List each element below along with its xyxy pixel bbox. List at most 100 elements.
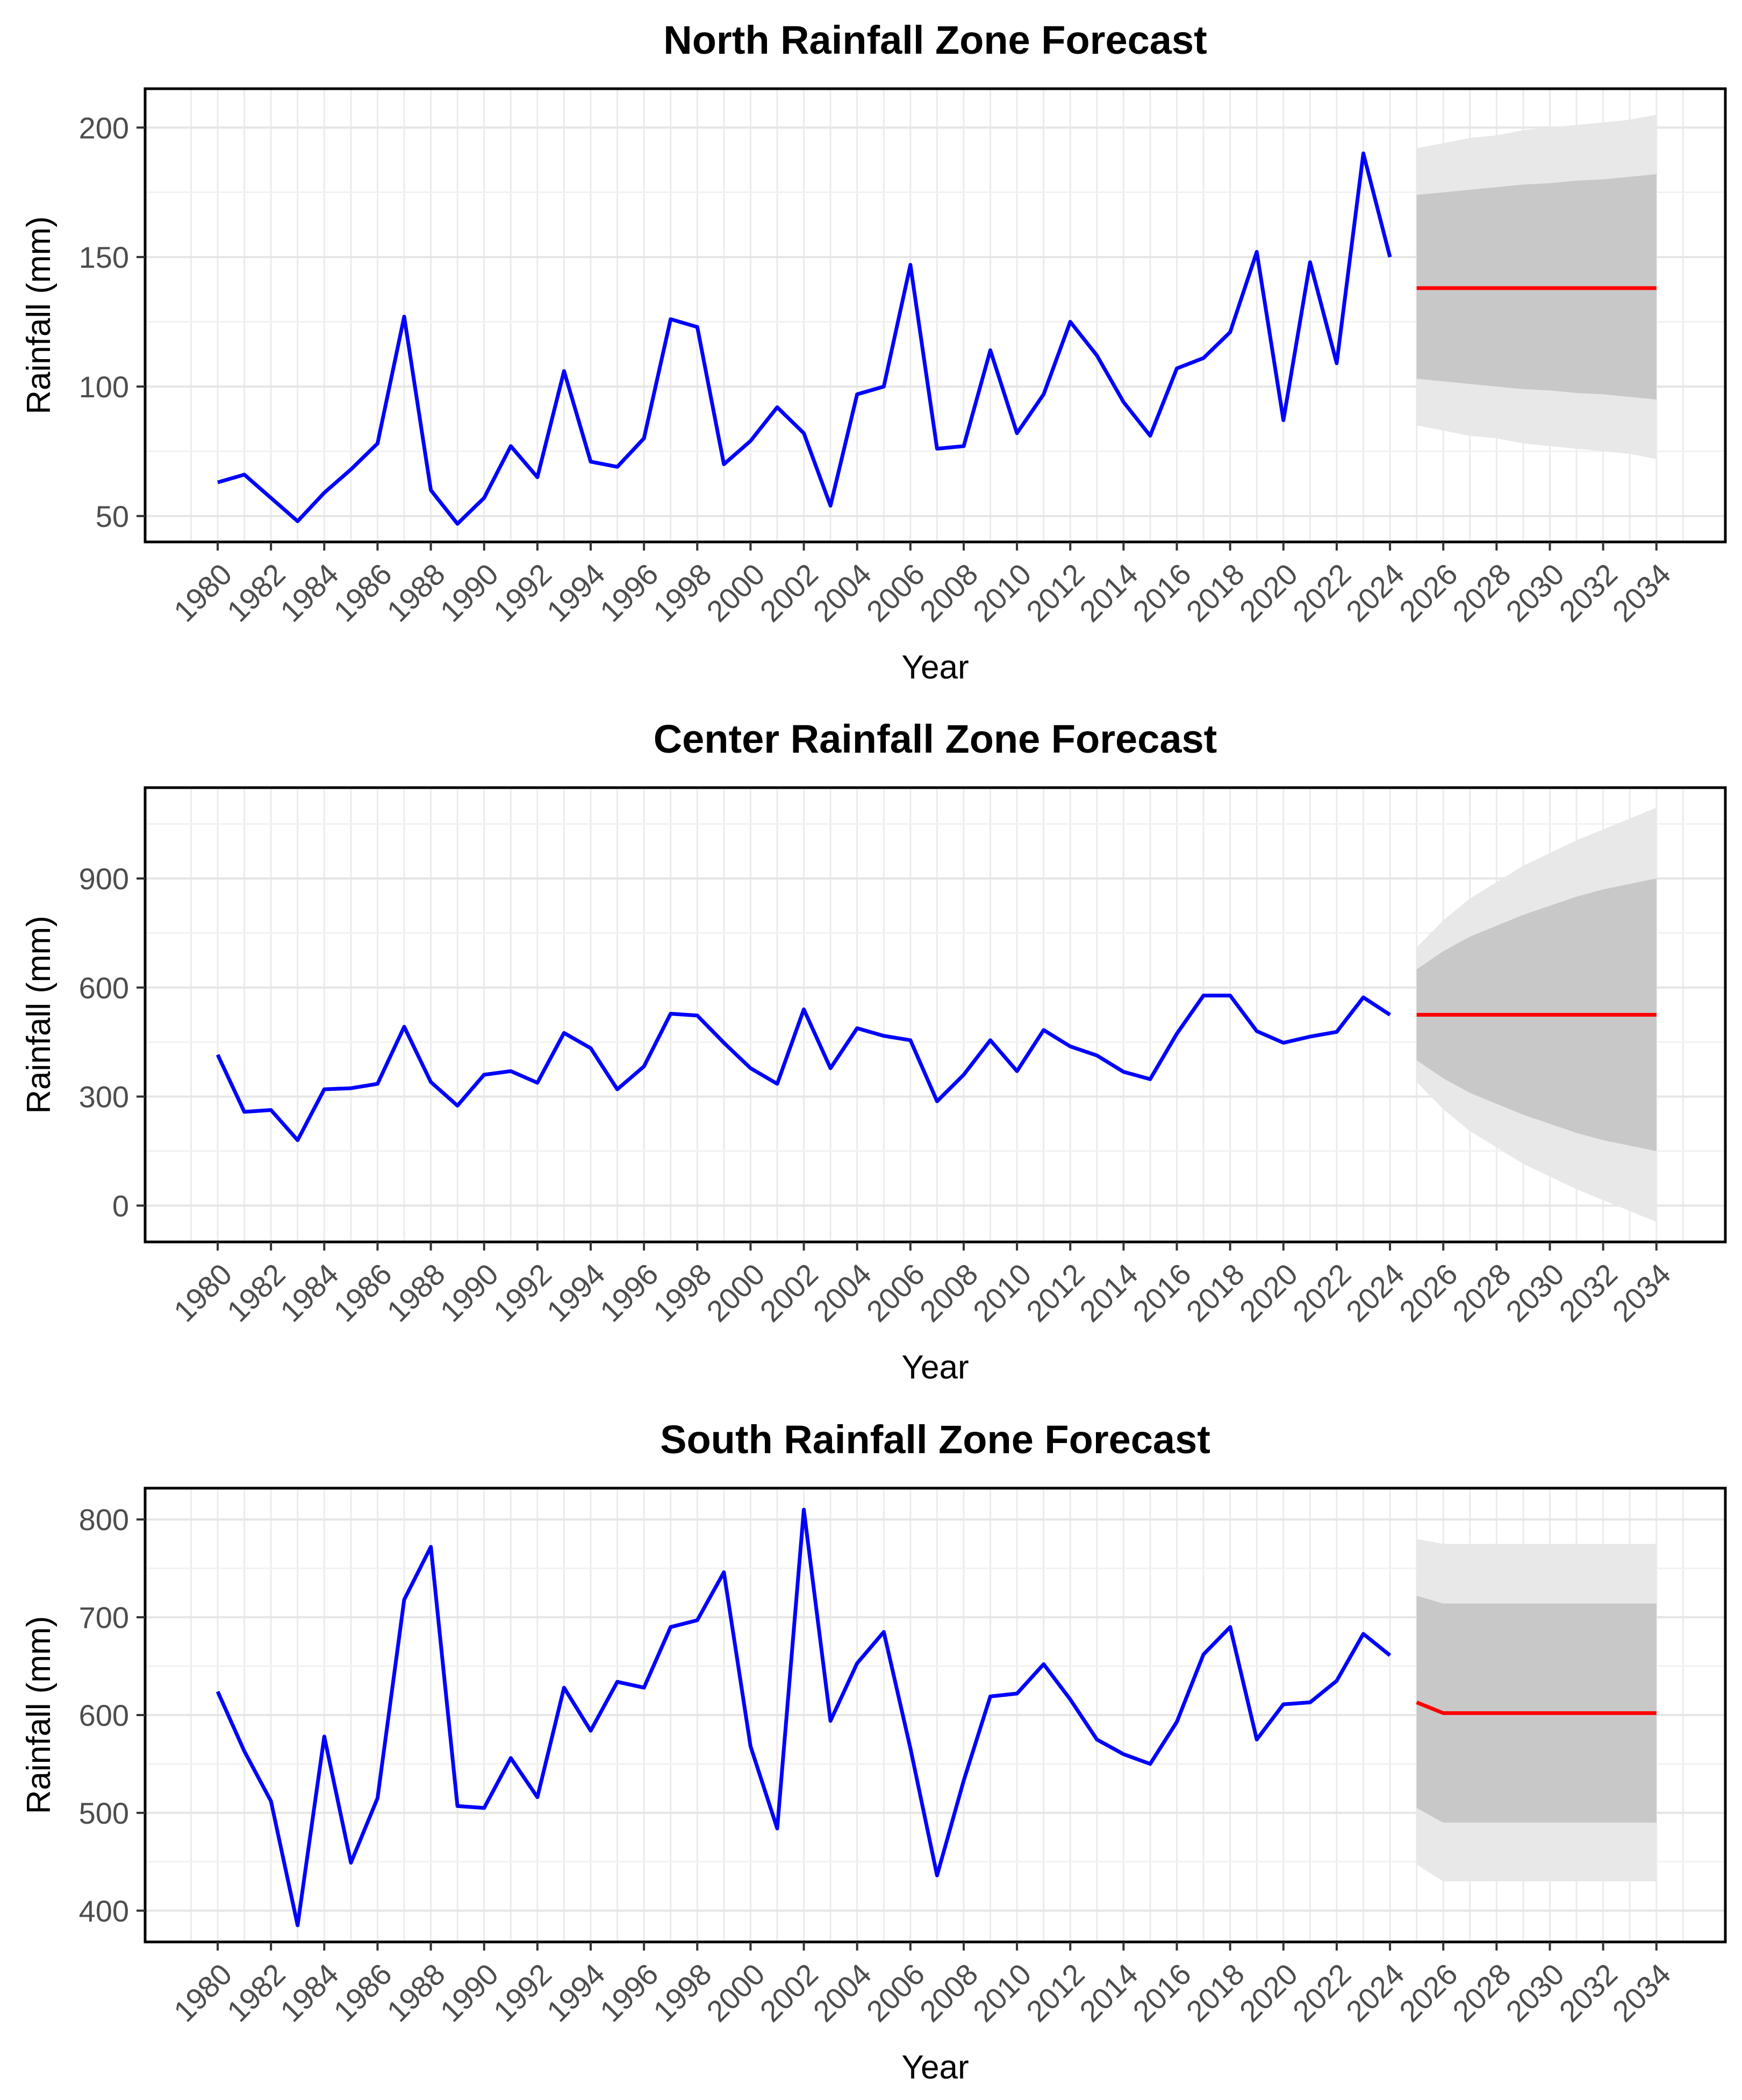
x-tick-label: 2022 [1286, 557, 1358, 628]
x-tick-label: 2012 [1020, 557, 1091, 628]
x-tick-label: 2034 [1606, 1257, 1678, 1328]
x-tick-label: 2030 [1499, 557, 1571, 628]
x-tick-label: 2018 [1180, 1257, 1251, 1328]
x-tick-label: 2006 [860, 1257, 931, 1328]
chart-panel-3: South Rainfall Zone Forecast 400 500 600 700… [20, 1417, 1727, 2086]
plot-content [216, 1508, 1657, 1927]
x-tick-label: 1986 [327, 1257, 398, 1328]
x-tick-label: 2000 [700, 1957, 771, 2028]
x-tick-label: 2028 [1446, 557, 1517, 628]
x-tick-label: 2018 [1180, 1957, 1251, 2028]
panel-border [144, 786, 1727, 1244]
x-tick-label: 1994 [540, 557, 612, 628]
x-tick-label: 2026 [1393, 1957, 1464, 2028]
x-tick-label: 2010 [966, 557, 1038, 628]
y-tick-label: 50 [96, 499, 129, 533]
y-tick-label: 900 [79, 862, 129, 896]
x-tick-label: 2030 [1499, 1957, 1571, 2028]
x-tick-label: 2020 [1233, 1957, 1304, 2028]
x-tick-label: 2026 [1393, 1257, 1464, 1328]
x-tick-label: 2014 [1073, 1257, 1144, 1328]
y-axis-title: Rainfall (mm) [20, 1616, 58, 1815]
x-tick-label: 2012 [1020, 1957, 1091, 2028]
x-tick-label: 1996 [593, 557, 665, 628]
x-tick-label: 2002 [753, 1257, 825, 1328]
x-tick-label: 1990 [434, 1957, 505, 2028]
x-tick-label: 2028 [1446, 1957, 1517, 2028]
observed-series-line [216, 1508, 1392, 1927]
y-axis-title: Rainfall (mm) [20, 216, 58, 415]
y-tick-label: 200 [79, 111, 129, 145]
x-tick-label: 2006 [860, 1957, 931, 2028]
x-tick-label: 2026 [1393, 557, 1464, 628]
x-tick-label: 1998 [647, 557, 718, 628]
x-tick-label: 1986 [327, 1957, 398, 2028]
x-tick-label: 1998 [647, 1957, 718, 2028]
y-tick-label: 800 [79, 1503, 129, 1537]
observed-series-line [217, 151, 1392, 526]
x-tick-label: 2000 [700, 557, 771, 628]
x-tick-label: 1980 [167, 1257, 239, 1328]
x-tick-label: 2022 [1286, 1257, 1358, 1328]
x-tick-label: 2014 [1073, 1957, 1144, 2028]
y-tick-label: 300 [79, 1080, 129, 1114]
x-tick-label: 2016 [1126, 1257, 1198, 1328]
x-tick-label: 2024 [1339, 1257, 1411, 1328]
x-tick-label: 1980 [167, 557, 239, 628]
x-tick-label: 1982 [220, 1257, 292, 1328]
x-tick-label: 1992 [487, 1957, 558, 2028]
x-tick-label: 1988 [380, 1957, 451, 2028]
x-tick-label: 1988 [380, 1257, 451, 1328]
x-tick-label: 2024 [1339, 1957, 1411, 2028]
x-tick-label: 2020 [1233, 1257, 1304, 1328]
x-tick-label: 2008 [913, 557, 985, 628]
plot-content [216, 808, 1657, 1222]
x-tick-label: 1980 [167, 1957, 239, 2028]
x-tick-label: 2016 [1126, 1957, 1198, 2028]
x-axis-title: Year [901, 649, 969, 686]
chart-title: North Rainfall Zone Forecast [663, 18, 1207, 62]
x-tick-label: 1992 [487, 557, 558, 628]
x-tick-label: 2034 [1606, 557, 1678, 628]
y-tick-label: 400 [79, 1894, 129, 1928]
x-tick-label: 1986 [327, 557, 398, 628]
x-tick-label: 2034 [1606, 1957, 1678, 2028]
panel-border [144, 87, 1727, 544]
x-tick-label: 2002 [753, 557, 825, 628]
x-tick-label: 1982 [220, 1957, 292, 2028]
y-tick-label: 150 [79, 240, 129, 274]
x-axis-title: Year [901, 1349, 969, 1386]
x-tick-label: 2004 [807, 1957, 878, 2028]
x-tick-label: 2024 [1339, 557, 1411, 628]
forecast-series-line [1416, 1701, 1657, 1715]
y-tick-label: 0 [112, 1189, 129, 1223]
chart-panel-2: Center Rainfall Zone Forecast 0 300 600 900 1… [20, 717, 1727, 1386]
x-tick-label: 2020 [1233, 557, 1304, 628]
x-tick-label: 2030 [1499, 1257, 1571, 1328]
observed-series-line [216, 994, 1392, 1142]
y-tick-label: 700 [79, 1601, 129, 1634]
x-tick-label: 2012 [1020, 1257, 1091, 1328]
x-tick-label: 2004 [807, 557, 878, 628]
x-tick-label: 1990 [434, 1257, 505, 1328]
x-tick-label: 2032 [1552, 1957, 1624, 2028]
x-tick-label: 1988 [380, 557, 451, 628]
x-tick-label: 2028 [1446, 1257, 1517, 1328]
x-tick-label: 2018 [1180, 557, 1251, 628]
prediction-band-80 [1416, 1596, 1657, 1823]
x-tick-label: 1990 [434, 557, 505, 628]
plot-content [217, 115, 1657, 526]
x-tick-label: 2010 [966, 1957, 1038, 2028]
x-tick-label: 1992 [487, 1257, 558, 1328]
x-tick-label: 2008 [913, 1957, 985, 2028]
x-tick-label: 2000 [700, 1257, 771, 1328]
y-axis-title: Rainfall (mm) [20, 916, 58, 1114]
x-tick-label: 1996 [593, 1957, 665, 2028]
chart-panel-1: North Rainfall Zone Forecast 50 100 150 200 1… [20, 18, 1727, 686]
x-tick-label: 1984 [274, 1257, 345, 1328]
x-tick-label: 1996 [593, 1257, 665, 1328]
x-axis-title: Year [901, 2049, 969, 2086]
x-tick-label: 2006 [860, 557, 931, 628]
